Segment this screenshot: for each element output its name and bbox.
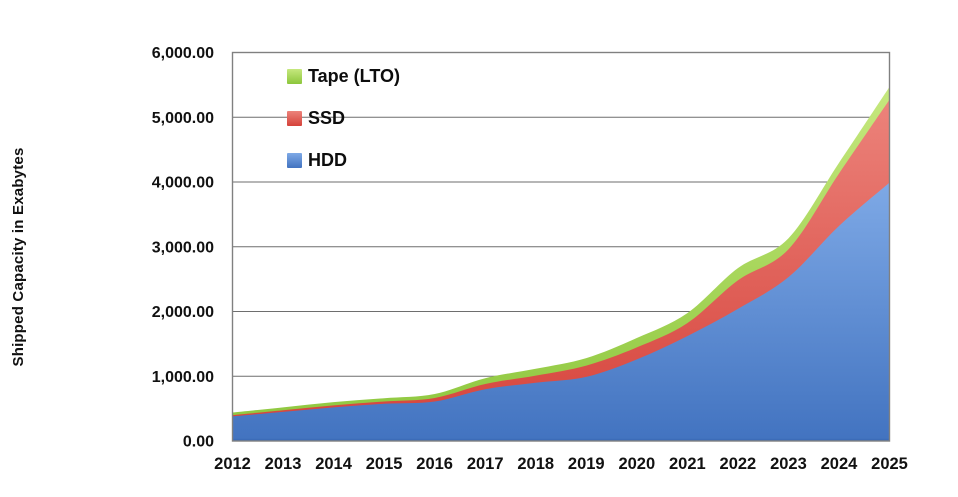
x-axis-label: 2016 [416,455,453,473]
hdd-area [232,182,890,441]
x-axis-label: 2020 [618,455,655,473]
legend-item-ssd: SSD [287,104,400,132]
legend-label-tape: Tape (LTO) [308,66,400,86]
y-axis-title: Shipped Capacity in Exabytes [10,147,27,367]
y-tick-label: 3,000.00 [152,239,214,256]
x-axis-label: 2012 [214,455,251,473]
legend-item-hdd: HDD [287,146,400,174]
y-tick-label: 2,000.00 [152,304,214,321]
x-axis-label: 2024 [821,455,859,473]
legend-swatch-tape [287,68,302,84]
x-axis-label: 2018 [517,455,554,473]
x-axis-label: 2025 [871,455,908,473]
x-axis-label: 2017 [467,455,504,473]
legend: Tape (LTO) SSD HDD [287,62,400,174]
x-axis-label: 2022 [720,455,757,473]
legend-label-hdd: HDD [308,150,347,170]
x-axis-label: 2013 [265,455,302,473]
legend-label-ssd: SSD [308,108,346,128]
plot-border [231,51,891,442]
y-tick-label: 1,000.00 [152,369,214,386]
y-tick-label: 5,000.00 [152,110,214,127]
x-axis-label: 2021 [669,455,706,473]
x-axis-label: 2014 [315,455,353,473]
y-tick-label: 4,000.00 [152,175,214,192]
y-tick-label: 6,000.00 [152,45,214,62]
legend-swatch-ssd [287,110,302,126]
x-axis-label: 2019 [568,455,605,473]
y-tick-label: 0.00 [183,434,214,451]
x-axis-label: 2015 [366,455,403,473]
x-axis-label: 2023 [770,455,807,473]
legend-item-tape: Tape (LTO) [287,62,400,90]
legend-swatch-hdd [287,152,302,168]
